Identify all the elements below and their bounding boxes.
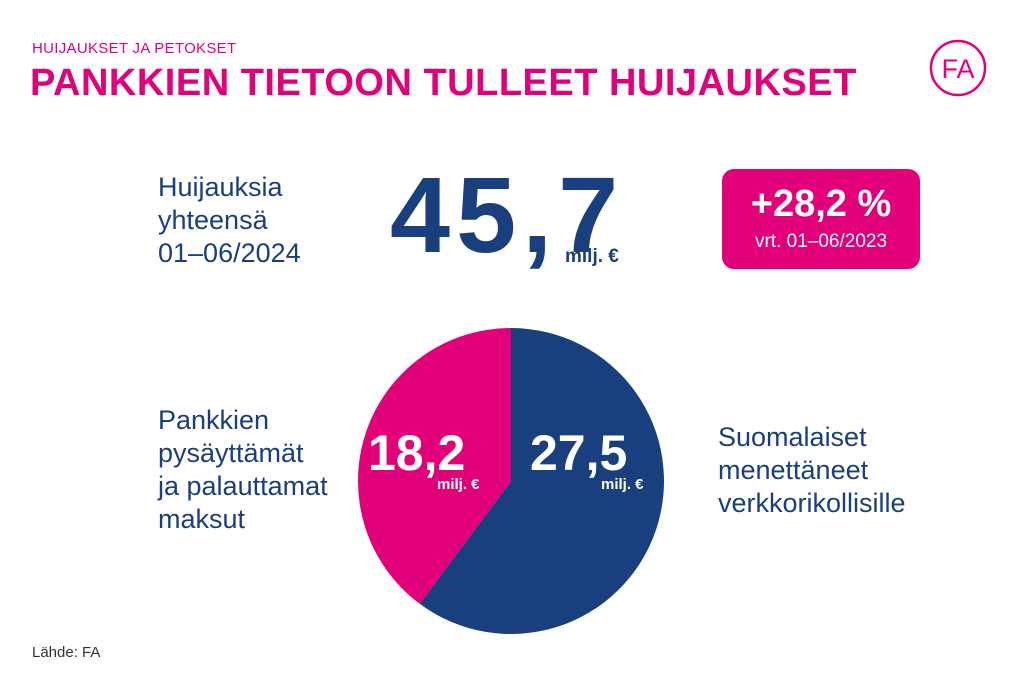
section-kicker: HUIJAUKSET JA PETOKSET [32,40,237,57]
total-unit: milj. € [565,246,619,267]
total-value: 45,7 [390,154,625,275]
slice-unit-label-1: milj. € [601,476,644,493]
change-badge: +28,2 % vrt. 01–06/2023 [722,169,920,269]
change-comparison: vrt. 01–06/2023 [754,231,888,252]
pie-slice-2 [358,328,511,604]
page-title: PANKKIEN TIETOON TULLEET HUIJAUKSET [30,62,857,104]
slice-unit-label-2: milj. € [437,476,480,493]
fa-logo-icon: FA [929,39,987,97]
logo-text: FA [941,54,974,84]
slice-value-label-2: 18,2 [368,425,465,481]
pie-slice-1 [419,328,664,635]
blocked-payments-label: Pankkien pysäyttämät ja palauttamat maks… [158,405,328,534]
logo-ring [929,39,987,97]
source-note: Lähde: FA [32,644,101,661]
lost-to-criminals-label: Suomalaiset menettäneet verkkorikollisil… [718,422,906,518]
total-label: Huijauksia yhteensä 01–06/2024 [158,172,301,268]
change-value: +28,2 % [750,183,892,225]
slice-value-label-1: 27,5 [530,425,627,481]
